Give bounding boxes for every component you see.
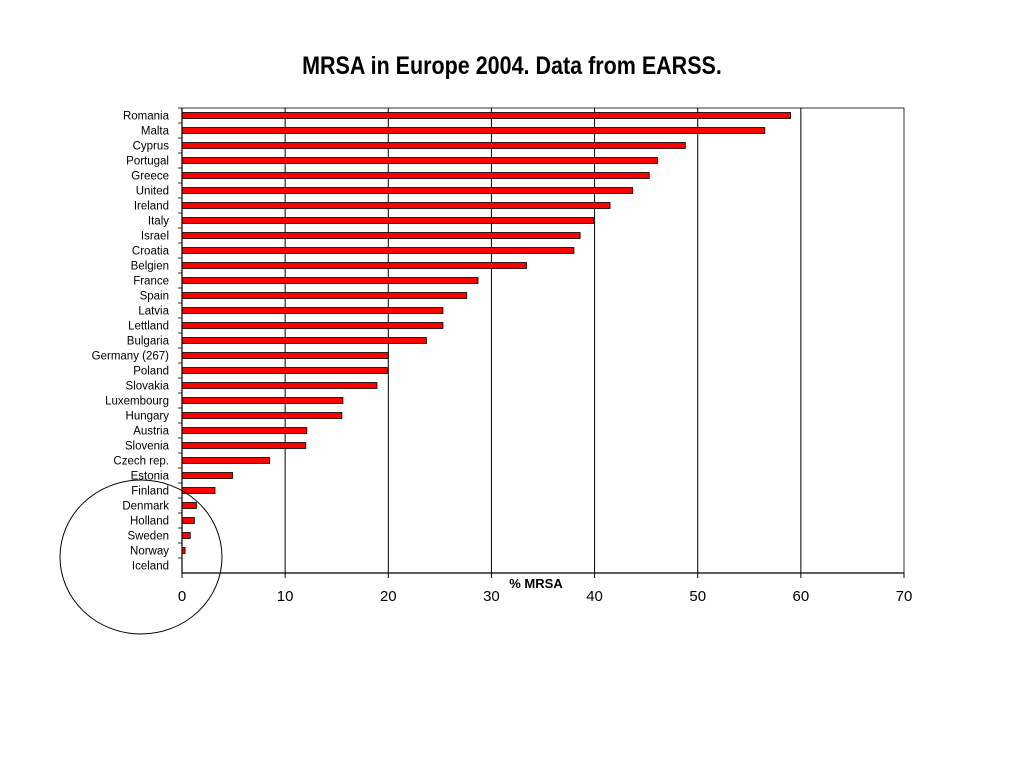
bar [181,457,271,464]
category-label: Spain [140,291,169,303]
category-label: Sweden [127,531,169,543]
bar [181,172,650,179]
tick-labels: 0 10 20 30 40 50 60 70 [178,588,913,605]
x-tick-label: 20 [380,588,397,605]
bar [181,217,594,224]
bar [181,442,307,449]
category-label: Israel [141,231,169,243]
bar [181,307,444,314]
x-tick-label: 70 [896,588,913,605]
category-label: Latvia [138,306,169,318]
x-tick-label: 40 [586,588,603,605]
bar [181,322,444,329]
x-axis-title: % MRSA [509,576,563,591]
category-label: Portugal [126,156,169,168]
category-label: Poland [133,366,169,378]
bar [181,367,388,374]
x-tick-label: 30 [483,588,500,605]
bar [181,427,308,434]
bar [181,127,766,134]
bar [181,247,575,254]
x-tick-label: 0 [178,588,186,605]
bar [181,157,658,164]
bar [181,187,634,194]
bar [181,532,191,539]
bar [181,232,581,239]
bar [181,277,479,284]
bar [181,382,378,389]
bar [181,412,343,419]
chart-title: MRSA in Europe 2004. Data from EARSS. [302,52,722,80]
bar [181,262,527,269]
category-label: Malta [141,126,170,138]
category-label: Luxembourg [105,396,169,408]
x-tick-label: 60 [793,588,810,605]
category-label: Austria [133,426,169,438]
category-label: France [133,276,169,288]
bar [181,517,195,524]
bar [181,502,197,509]
category-label: Denmark [122,501,169,513]
category-label: Slovakia [126,381,170,393]
bar [181,352,389,359]
bar [181,202,611,209]
category-label: Italy [148,216,169,228]
bar [181,487,216,494]
category-label: Germany (267) [92,351,170,363]
category-label: Czech rep. [113,456,169,468]
category-label: United [136,186,169,198]
bar [181,142,686,149]
category-label: Ireland [134,201,169,213]
category-label: Norway [130,546,169,558]
x-tick-label: 10 [277,588,294,605]
category-label: Slovenia [125,441,170,453]
bar [181,112,791,119]
category-label: Iceland [132,561,169,573]
bar [181,292,468,299]
highlight-circle [59,479,223,635]
category-label: Belgien [131,261,169,273]
category-labels: Romania Malta Cyprus Portugal Greece United Ir… [92,111,170,573]
category-label: Hungary [126,411,170,423]
bar [181,337,427,344]
x-tick-label: 50 [689,588,706,605]
bar [181,397,344,404]
bars [181,112,791,554]
category-label: Cyprus [133,141,170,153]
category-label: Bulgaria [127,336,170,348]
category-label: Lettland [128,321,169,333]
bar [181,472,233,479]
category-label: Croatia [132,246,170,258]
category-label: Greece [131,171,169,183]
category-label: Holland [130,516,169,528]
category-label: Estonia [131,471,170,483]
category-label: Finland [131,486,169,498]
category-label: Romania [123,111,170,123]
axes [178,107,905,578]
